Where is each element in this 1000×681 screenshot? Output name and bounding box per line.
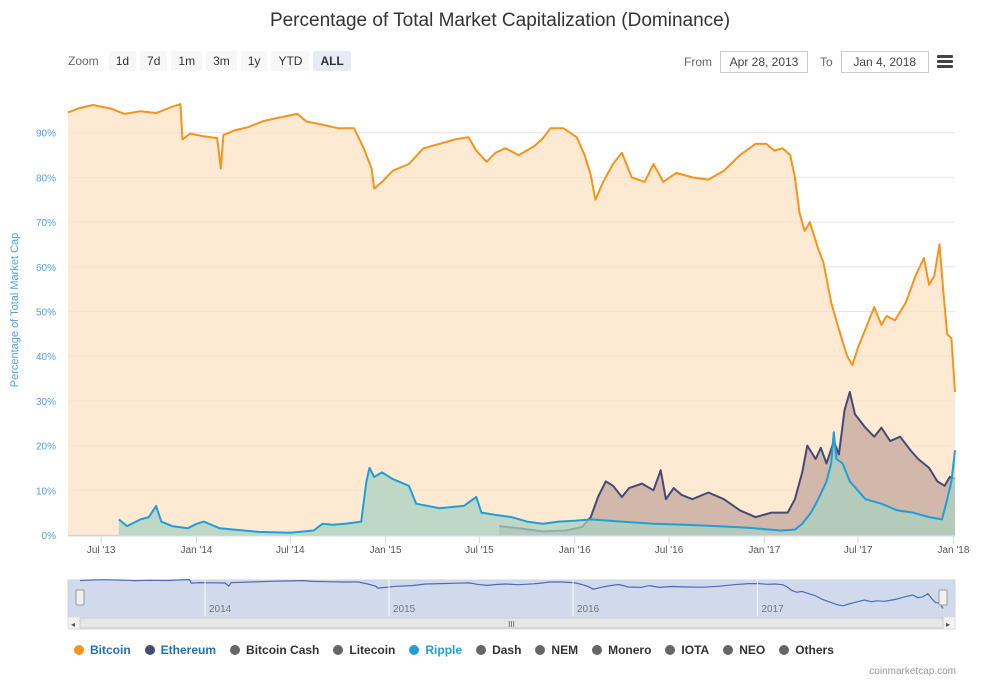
legend-dot-icon bbox=[144, 645, 155, 655]
navigator-year-label: 2017 bbox=[761, 604, 784, 615]
legend-item-dash[interactable]: Dash bbox=[476, 643, 521, 657]
legend-item-litecoin[interactable]: Litecoin bbox=[333, 643, 395, 657]
chart-title: Percentage of Total Market Capitalizatio… bbox=[269, 10, 731, 31]
legend-item-neo[interactable]: NEO bbox=[723, 643, 765, 657]
y-axis-label: Percentage of Total Market Cap bbox=[9, 233, 21, 388]
navigator[interactable]: 2014 2015 2016 2017 III ◂ ▸ bbox=[67, 578, 956, 630]
ripple-area bbox=[118, 432, 956, 535]
x-tick-label: Jan '17 bbox=[748, 545, 780, 556]
date-range: From Apr 28, 2013 To Jan 4, 2018 bbox=[684, 51, 929, 73]
legend-dot-icon bbox=[333, 645, 344, 655]
scroll-right-arrow-icon[interactable]: ▸ bbox=[946, 620, 950, 629]
legend-label: Bitcoin Cash bbox=[246, 643, 320, 657]
zoom-label: Zoom bbox=[68, 54, 99, 68]
navigator-year-label: 2016 bbox=[577, 604, 600, 615]
x-tick-label: Jul '16 bbox=[655, 545, 684, 556]
navigator-left-handle[interactable] bbox=[75, 589, 85, 606]
from-date-input[interactable]: Apr 28, 2013 bbox=[720, 51, 808, 73]
legend-label: Litecoin bbox=[349, 643, 396, 657]
y-tick-label: 90% bbox=[36, 129, 56, 140]
y-tick-label: 60% bbox=[36, 263, 56, 274]
navigator-year-label: 2014 bbox=[209, 604, 232, 615]
legend-item-iota[interactable]: IOTA bbox=[665, 643, 709, 657]
zoom-1d-button[interactable]: 1d bbox=[108, 51, 137, 71]
legend: Bitcoin Ethereum Bitcoin Cash Litecoin Rippl… bbox=[74, 643, 834, 657]
x-tick-label: Jul '13 bbox=[87, 545, 116, 556]
y-tick-label: 0% bbox=[42, 531, 57, 542]
legend-label: Ripple bbox=[425, 643, 463, 657]
y-tick-label: 80% bbox=[36, 173, 56, 184]
legend-dot-icon bbox=[476, 645, 487, 655]
scrollbar-grip: III bbox=[508, 620, 515, 629]
navigator-right-handle[interactable] bbox=[938, 589, 948, 606]
legend-label: NEM bbox=[551, 643, 579, 657]
legend-dot-icon bbox=[74, 645, 84, 655]
legend-item-monero[interactable]: Monero bbox=[592, 643, 651, 657]
x-tick-label: Jan '18 bbox=[937, 545, 969, 556]
legend-label: Bitcoin bbox=[90, 643, 131, 657]
hamburger-menu-icon[interactable] bbox=[937, 55, 953, 70]
x-tick-label: Jan '15 bbox=[370, 545, 402, 556]
x-tick-label: Jan '14 bbox=[181, 545, 213, 556]
legend-item-ripple[interactable]: Ripple bbox=[409, 643, 462, 657]
to-date-input[interactable]: Jan 4, 2018 bbox=[840, 51, 929, 73]
legend-item-bitcoin-cash[interactable]: Bitcoin Cash bbox=[230, 643, 319, 657]
legend-label: NEO bbox=[739, 643, 766, 657]
zoom-7d-button[interactable]: 7d bbox=[140, 51, 168, 71]
legend-dot-icon bbox=[230, 645, 241, 655]
legend-label: Dash bbox=[492, 643, 522, 657]
legend-item-others[interactable]: Others bbox=[779, 643, 834, 657]
bitcoin-area bbox=[68, 104, 955, 535]
legend-item-bitcoin[interactable]: Bitcoin bbox=[74, 643, 131, 657]
credit-link[interactable]: coinmarketcap.com bbox=[869, 666, 956, 677]
zoom-3m-button[interactable]: 3m bbox=[206, 51, 237, 71]
legend-label: Ethereum bbox=[160, 643, 217, 657]
zoom-ytd-button[interactable]: YTD bbox=[271, 51, 310, 71]
y-tick-label: 40% bbox=[36, 352, 56, 363]
y-tick-label: 20% bbox=[36, 442, 56, 453]
y-tick-label: 70% bbox=[36, 218, 56, 229]
navigator-mask bbox=[67, 579, 956, 617]
bitcoin-line[interactable] bbox=[67, 103, 956, 393]
navigator-series-line bbox=[79, 578, 944, 609]
y-tick-label: 30% bbox=[36, 397, 56, 408]
zoom-all-button[interactable]: ALL bbox=[313, 51, 351, 71]
x-tick-label: Jul '15 bbox=[465, 545, 494, 556]
legend-item-ethereum[interactable]: Ethereum bbox=[144, 643, 217, 657]
y-tick-label: 50% bbox=[36, 308, 56, 319]
navigator-year-label: 2015 bbox=[393, 604, 416, 615]
scroll-left-arrow-icon[interactable]: ◂ bbox=[71, 620, 75, 629]
legend-label: Others bbox=[795, 643, 834, 657]
legend-dot-icon bbox=[723, 645, 734, 655]
legend-dot-icon bbox=[409, 645, 420, 655]
x-tick-label: Jul '17 bbox=[844, 545, 873, 556]
from-label: From bbox=[684, 55, 712, 69]
to-label: To bbox=[820, 55, 833, 69]
legend-dot-icon bbox=[665, 645, 676, 655]
legend-label: Monero bbox=[608, 643, 652, 657]
legend-dot-icon bbox=[779, 645, 790, 655]
ethereum-line[interactable] bbox=[498, 391, 956, 533]
scrollbar-thumb[interactable] bbox=[79, 617, 944, 629]
legend-dot-icon bbox=[592, 645, 603, 655]
legend-item-nem[interactable]: NEM bbox=[535, 643, 578, 657]
zoom-controls: Zoom 1d 7d 1m 3m 1y YTD ALL bbox=[68, 51, 351, 71]
zoom-1y-button[interactable]: 1y bbox=[240, 51, 268, 71]
x-tick-label: Jul '14 bbox=[276, 545, 305, 556]
y-tick-label: 10% bbox=[36, 486, 56, 497]
legend-label: IOTA bbox=[681, 643, 710, 657]
legend-dot-icon bbox=[535, 645, 546, 655]
ripple-line[interactable] bbox=[118, 431, 956, 534]
zoom-1m-button[interactable]: 1m bbox=[171, 51, 203, 71]
x-tick-label: Jan '16 bbox=[559, 545, 591, 556]
